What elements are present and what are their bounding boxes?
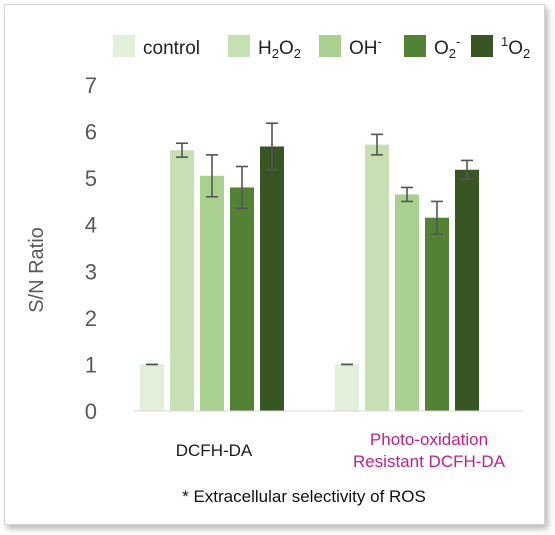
y-axis: 0 1 2 3 4 5 6 7 <box>85 73 97 424</box>
bar-control-2 <box>335 364 359 411</box>
y-tick-label-7: 7 <box>85 73 97 98</box>
error-bar-1O2-1 <box>266 122 278 171</box>
legend-swatch-1O2 <box>471 35 493 57</box>
bar-H2O2-2 <box>365 144 389 411</box>
legend-item-O2-: O2- <box>404 34 460 61</box>
legend-swatch-OH- <box>319 35 341 57</box>
legend-item-OH-: OH- <box>319 34 382 59</box>
y-tick-label-3: 3 <box>85 259 97 284</box>
error-bar-OH--1 <box>206 154 218 198</box>
y-tick-label-6: 6 <box>85 120 97 145</box>
bar-OH--2 <box>395 194 419 411</box>
legend-swatch-control <box>113 35 135 57</box>
error-bar-1O2-2 <box>461 159 473 180</box>
y-tick-label-5: 5 <box>85 166 97 191</box>
legend-label-1O2: 1O2 <box>501 34 530 61</box>
error-bars <box>146 122 473 366</box>
category-label-1: DCFH-DA <box>176 441 253 460</box>
legend-item-control: control <box>113 35 200 59</box>
bar-OH--1 <box>200 175 224 411</box>
error-bar-H2O2-1 <box>176 142 188 158</box>
y-tick-label-4: 4 <box>85 213 97 238</box>
legend-item-1O2: 1O2 <box>471 34 530 61</box>
y-tick-label-0: 0 <box>85 399 97 424</box>
bar-O2--1 <box>230 187 254 411</box>
legend-label-H2O2: H2O2 <box>258 38 301 61</box>
y-tick-label-2: 2 <box>85 306 97 331</box>
bars <box>140 144 479 411</box>
footnote: * Extracellular selectivity of ROS <box>182 487 426 506</box>
bar-1O2-1 <box>260 146 284 411</box>
legend-swatch-O2- <box>404 35 426 57</box>
bar-control-1 <box>140 364 164 411</box>
legend-label-control: control <box>143 38 200 59</box>
bar-1O2-2 <box>455 169 479 411</box>
error-bar-OH--2 <box>401 186 413 203</box>
legend-label-O2-: O2- <box>434 34 460 61</box>
legend-label-OH-: OH- <box>349 34 382 59</box>
error-bar-H2O2-2 <box>371 133 383 156</box>
category-labels: DCFH-DA Photo-oxidation Resistant DCFH-DA <box>176 430 506 471</box>
legend: control H2O2 OH- O2- 1O2 <box>113 34 530 61</box>
y-axis-title: S/N Ratio <box>26 227 48 313</box>
category-label-2: Photo-oxidation Resistant DCFH-DA <box>353 430 506 471</box>
error-bar-O2--2 <box>431 200 443 235</box>
error-bar-O2--1 <box>236 165 248 210</box>
legend-swatch-H2O2 <box>228 35 250 57</box>
y-tick-label-1: 1 <box>85 352 97 377</box>
bar-O2--2 <box>425 217 449 411</box>
legend-item-H2O2: H2O2 <box>228 35 301 61</box>
bar-H2O2-1 <box>170 150 194 411</box>
